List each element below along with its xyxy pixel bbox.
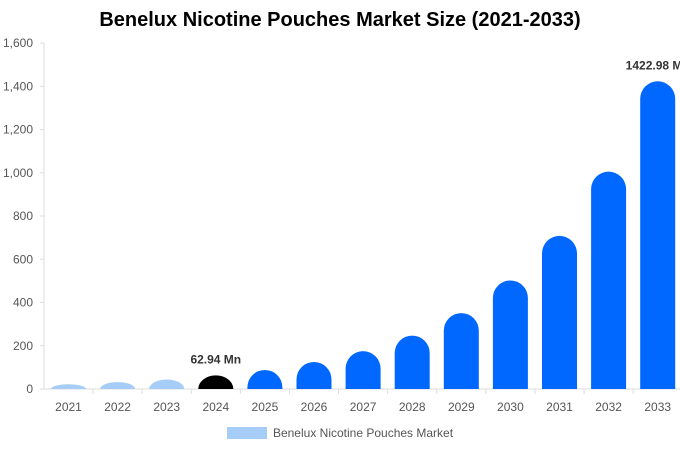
x-tick-label: 2027 bbox=[350, 400, 377, 414]
x-tick-label: 2030 bbox=[497, 400, 524, 414]
x-tick-label: 2029 bbox=[448, 400, 475, 414]
bars bbox=[51, 81, 676, 389]
x-tick-label: 2023 bbox=[153, 400, 180, 414]
data-label-2024: 62.94 Mn bbox=[190, 352, 241, 366]
bar-2028 bbox=[394, 335, 430, 389]
bar-2021 bbox=[51, 384, 86, 389]
data-label-2033: 1422.98 Mn bbox=[626, 58, 680, 72]
x-tick-label: 2032 bbox=[595, 400, 622, 414]
bar-2025 bbox=[247, 369, 283, 389]
y-tick-label: 400 bbox=[13, 296, 33, 310]
legend: Benelux Nicotine Pouches Market bbox=[0, 425, 680, 440]
bar-2027 bbox=[345, 351, 381, 389]
chart-title: Benelux Nicotine Pouches Market Size (20… bbox=[99, 9, 581, 31]
bar-2031 bbox=[542, 235, 577, 389]
y-axis: 0 200 400 600 800 1,000 1,200 1,400 1,600 bbox=[3, 36, 45, 396]
x-tick-label: 2021 bbox=[55, 400, 82, 414]
x-tick-label: 2028 bbox=[399, 400, 426, 414]
y-tick-label: 600 bbox=[13, 252, 33, 266]
y-tick-label: 200 bbox=[13, 339, 33, 353]
y-tick-label: 1,200 bbox=[3, 123, 33, 137]
legend-swatch bbox=[226, 426, 267, 439]
bar-2023 bbox=[149, 379, 185, 389]
x-tick-label: 2033 bbox=[644, 400, 671, 414]
x-tick-label: 2031 bbox=[546, 400, 573, 414]
x-tick-label: 2025 bbox=[252, 400, 279, 414]
bar-2022 bbox=[100, 382, 136, 389]
bar-2033 bbox=[640, 81, 676, 389]
x-tick-label: 2026 bbox=[301, 400, 328, 414]
bar-2029 bbox=[443, 313, 479, 389]
y-tick-label: 1,600 bbox=[3, 36, 33, 50]
data-labels: 62.94 Mn 1422.98 Mn bbox=[190, 58, 680, 366]
bar-2026 bbox=[296, 361, 332, 389]
bar-2024 bbox=[198, 375, 234, 389]
x-tick-label: 2024 bbox=[202, 400, 229, 414]
y-tick-label: 1,000 bbox=[3, 166, 33, 180]
legend-label: Benelux Nicotine Pouches Market bbox=[272, 425, 454, 440]
x-axis: 2021 2022 2023 2024 2025 2026 2027 2028 2029 2030… bbox=[44, 388, 680, 414]
y-tick-label: 1,400 bbox=[3, 79, 33, 93]
y-tick-label: 0 bbox=[26, 382, 33, 396]
x-tick-label: 2022 bbox=[104, 400, 131, 414]
bar-2032 bbox=[591, 171, 627, 389]
y-tick-label: 800 bbox=[13, 209, 33, 223]
bar-2030 bbox=[492, 280, 528, 389]
